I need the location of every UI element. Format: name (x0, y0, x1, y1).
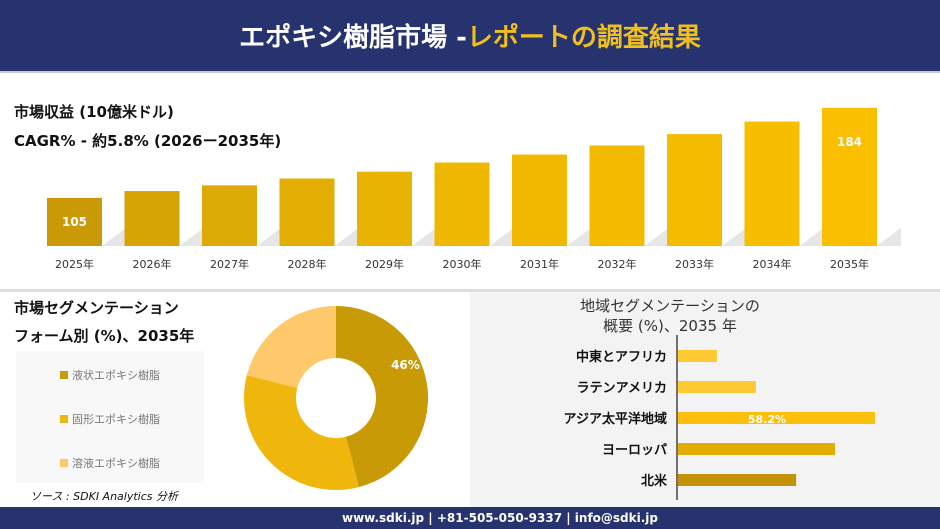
bar (279, 178, 335, 246)
data-label: 46% (391, 358, 420, 372)
bar (667, 134, 722, 246)
bar-shadow (877, 228, 901, 246)
title-main: エポキシ樹脂市場 - (239, 23, 467, 53)
bar (202, 185, 257, 246)
y-tick-label: ヨーロッパ (602, 443, 667, 458)
title-accent: レポートの調査結果 (466, 23, 701, 53)
legend-swatch (60, 415, 68, 423)
bar-shadow (334, 228, 359, 246)
donut-slice (246, 306, 336, 389)
bar (822, 107, 877, 246)
donut-slice (243, 375, 359, 490)
donut-slice (336, 306, 429, 488)
legend-item: 液状エポキシ樹脂 (60, 367, 160, 383)
x-tick-label: 2030年 (443, 257, 482, 271)
bar (678, 443, 836, 455)
bar (678, 474, 797, 486)
bar (744, 121, 800, 246)
data-label: 105 (62, 215, 87, 229)
x-tick-label: 2028年 (288, 257, 327, 271)
x-tick-label: 2025年 (55, 257, 94, 271)
data-label: 184 (837, 135, 862, 149)
bar (512, 154, 567, 246)
bar (434, 162, 490, 246)
segment-title-2: フォーム別 (%)、2035年 (14, 327, 195, 345)
divider (0, 289, 940, 292)
header: エポキシ樹脂市場 - レポートの調査結果 (0, 0, 940, 73)
y-tick-label: ラテンアメリカ (577, 381, 667, 396)
revenue-bar-chart: 2025年 105 2026年 2027年 2028年 2029年 2030年 2031年 20… (47, 107, 901, 271)
y-tick-label: アジア太平洋地域 (564, 411, 667, 427)
x-tick-label: 2035年 (830, 257, 869, 271)
data-label: 58.2% (748, 413, 786, 426)
bar-shadow (799, 228, 824, 246)
legend-swatch (60, 371, 68, 379)
source-note: ソース : SDKI Analytics 分析 (30, 490, 179, 503)
x-tick-label: 2034年 (753, 257, 792, 271)
x-tick-label: 2026年 (133, 257, 172, 271)
legend-swatch (60, 459, 68, 467)
bar-shadow (644, 228, 669, 246)
revenue-title: 市場収益 (10億米ドル) (14, 103, 174, 121)
segment-title-1: 市場セグメンテーション (14, 299, 179, 317)
bar (124, 191, 180, 246)
x-tick-label: 2031年 (520, 257, 559, 271)
y-tick-label: 中東とアフリカ (576, 349, 667, 365)
donut-legend: 液状エポキシ樹脂 固形エポキシ樹脂 溶液エポキシ樹脂 (16, 351, 204, 483)
bar (678, 412, 875, 424)
bar-shadow (257, 228, 281, 246)
bar-shadow (102, 228, 126, 246)
x-tick-label: 2027年 (210, 257, 249, 271)
x-tick-label: 2033年 (675, 257, 714, 271)
cagr-text: CAGR% - 約5.8% (2026ー2035年) (14, 132, 282, 150)
bar (678, 350, 717, 362)
legend-item: 固形エポキシ樹脂 (60, 411, 160, 427)
bar-shadow (722, 228, 746, 246)
bar (678, 381, 756, 393)
bar (589, 145, 645, 246)
bar-shadow (567, 228, 591, 246)
footer-contact: www.sdki.jp | +81-505-050-9337 | info@sd… (0, 507, 940, 529)
legend-item: 溶液エポキシ樹脂 (60, 455, 160, 471)
region-title: 地域セグメンテーションの 概要 (%)、2035 年 (580, 297, 760, 335)
bar-shadow (412, 228, 436, 246)
bar (357, 171, 412, 246)
x-tick-label: 2032年 (598, 257, 637, 271)
region-panel (470, 292, 940, 507)
bar-shadow (489, 228, 514, 246)
form-donut-chart: 46% (243, 306, 429, 490)
x-tick-label: 2029年 (365, 257, 404, 271)
bar-shadow (179, 228, 204, 246)
y-tick-label: 北米 (641, 473, 668, 489)
bar (47, 197, 102, 246)
